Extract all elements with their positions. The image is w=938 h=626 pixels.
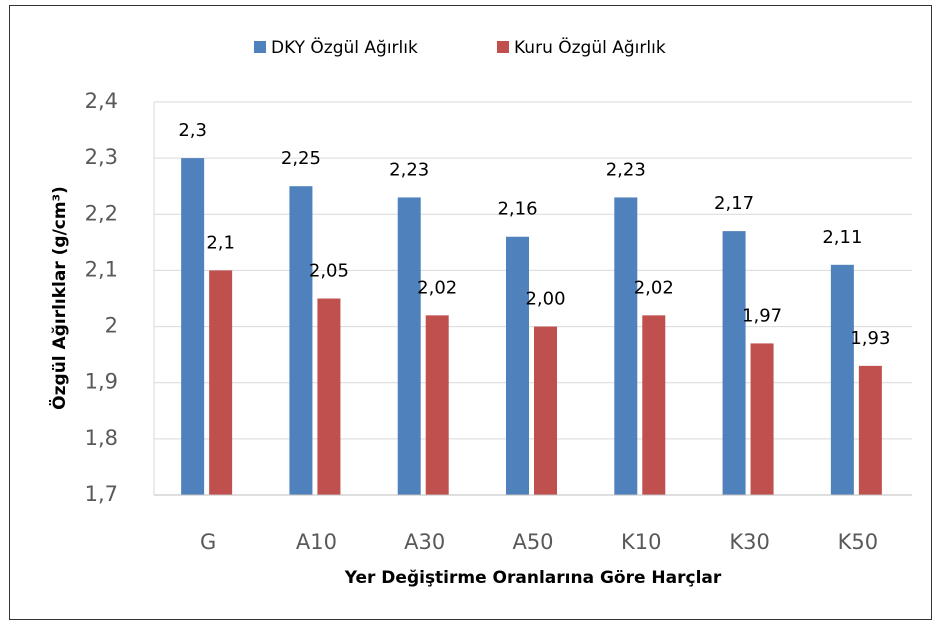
bar [317,298,341,495]
x-tick-label: A10 [296,530,337,554]
bar [722,231,746,495]
value-label: 2,02 [634,277,674,298]
x-tick-label: K50 [838,530,879,554]
bar [614,197,638,495]
x-axis-title: Yer Değiştirme Oranlarına Göre Harçlar [344,568,722,588]
x-tick-label: K30 [729,530,770,554]
value-label: 1,93 [850,328,890,349]
value-label: 1,97 [742,305,782,326]
y-tick-label: 2 [105,314,118,338]
y-tick-label: 2,1 [85,257,118,281]
value-label: 2,02 [417,277,457,298]
value-label: 2,1 [206,232,235,253]
legend-swatch [497,41,509,53]
bar [750,343,774,495]
value-label: 2,23 [389,159,429,180]
legend-swatch [254,41,266,53]
y-axis-title: Özgül Ağırlıklar (g/cm³) [48,186,70,410]
bar [289,186,313,495]
bar [830,264,854,495]
y-tick-label: 2,3 [85,145,118,169]
value-label: 2,17 [714,193,754,214]
y-tick-label: 1,9 [85,370,118,394]
bar [642,315,666,495]
bar [506,236,529,495]
bar [858,365,882,495]
bar [181,158,205,495]
bar [425,315,449,495]
y-tick-label: 1,8 [85,426,118,450]
x-tick-label: G [200,530,216,554]
x-tick-label: A50 [512,530,553,554]
value-label: 2,05 [309,261,349,282]
y-tick-label: 2,2 [85,201,118,225]
bar [397,197,421,495]
legend-label: DKY Özgül Ağırlık [271,36,418,58]
bar [534,326,557,495]
value-label: 2,11 [822,227,862,248]
value-label: 2,25 [281,148,321,169]
x-tick-label: A30 [404,530,445,554]
y-tick-label: 2,4 [85,89,118,113]
bar [209,270,233,495]
legend-label: Kuru Özgül Ağırlık [514,36,666,58]
value-label: 2,16 [497,199,537,220]
value-label: 2,23 [606,159,646,180]
y-tick-label: 1,7 [85,482,118,506]
chart-frame [9,5,932,620]
x-tick-label: K10 [621,530,662,554]
value-label: 2,00 [525,289,565,310]
value-label: 2,3 [178,120,207,141]
